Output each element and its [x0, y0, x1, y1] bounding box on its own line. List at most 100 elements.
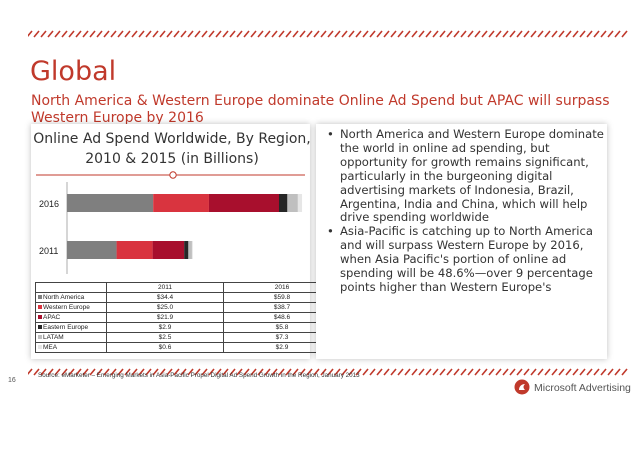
- legend-swatch: [38, 335, 42, 340]
- hatch-stroke: [131, 368, 138, 376]
- hatch-stroke: [61, 368, 68, 376]
- table-cell: $2.9: [106, 322, 224, 333]
- legend-label: LATAM: [43, 334, 64, 341]
- hatch-stroke: [516, 30, 523, 38]
- bar-segment: [67, 241, 117, 259]
- hatch-stroke: [124, 368, 131, 376]
- hatch-stroke: [264, 30, 271, 38]
- hatch-stroke: [355, 30, 362, 38]
- hatch-stroke: [229, 368, 236, 376]
- hatch-stroke: [376, 368, 383, 376]
- hatch-stroke: [537, 30, 544, 38]
- hatch-stroke: [397, 30, 404, 38]
- hatch-stroke: [292, 30, 299, 38]
- table-row: Eastern Europe $2.9 $5.8: [35, 322, 341, 333]
- legend-label: Western Europe: [43, 304, 90, 311]
- hatch-stroke: [138, 30, 145, 38]
- table-row: MEA $0.6 $2.9: [35, 342, 341, 353]
- table-column-header: 2011: [106, 282, 224, 293]
- hatch-stroke: [96, 30, 103, 38]
- page-number: 16: [8, 377, 16, 384]
- table-row: LATAM $2.5 $7.3: [35, 332, 341, 343]
- table-row-label: LATAM: [35, 332, 107, 343]
- hatch-stroke: [68, 30, 75, 38]
- hatch-stroke: [236, 30, 243, 38]
- hatch-stroke: [369, 368, 376, 376]
- table-cell: $34.4: [106, 292, 224, 303]
- hatch-stroke: [89, 30, 96, 38]
- hatch-stroke: [159, 368, 166, 376]
- hatch-stroke: [446, 368, 453, 376]
- hatch-stroke: [586, 368, 593, 376]
- hatch-stroke: [502, 30, 509, 38]
- hatch-stroke: [341, 30, 348, 38]
- hatch-stroke: [355, 368, 362, 376]
- microsoft-advertising-logo: Microsoft Advertising: [514, 379, 632, 397]
- bar-segment: [297, 194, 303, 212]
- hatch-stroke: [68, 368, 75, 376]
- hatch-stroke: [152, 368, 159, 376]
- hatch-stroke: [418, 368, 425, 376]
- hatch-stroke: [551, 368, 558, 376]
- hatch-stroke: [383, 30, 390, 38]
- hatch-stroke: [299, 368, 306, 376]
- bar-segment: [116, 241, 153, 259]
- hatch-stroke: [607, 368, 614, 376]
- hatch-stroke: [54, 30, 61, 38]
- hatch-stroke: [313, 30, 320, 38]
- bullet-list: North America and Western Europe dominat…: [326, 127, 606, 295]
- hatch-stroke: [558, 368, 565, 376]
- hatch-stroke: [166, 30, 173, 38]
- table-header-row: 2011 2016: [35, 282, 341, 293]
- hatch-stroke: [579, 368, 586, 376]
- table-row-label: Eastern Europe: [35, 322, 107, 333]
- hatch-stroke: [96, 368, 103, 376]
- hatch-stroke: [194, 368, 201, 376]
- hatch-stroke: [579, 30, 586, 38]
- hatch-stroke: [467, 368, 474, 376]
- hatch-stroke: [593, 368, 600, 376]
- hatch-stroke: [187, 30, 194, 38]
- hatch-stroke: [334, 368, 341, 376]
- hatch-stroke: [516, 368, 523, 376]
- table-row-label: Western Europe: [35, 302, 107, 313]
- slide-subtitle: North America & Western Europe dominate …: [31, 93, 610, 126]
- hatch-stroke: [586, 30, 593, 38]
- hatch-stroke: [173, 30, 180, 38]
- hatch-stroke: [201, 368, 208, 376]
- hatch-stroke: [460, 30, 467, 38]
- table-row-label: APAC: [35, 312, 107, 323]
- hatch-stroke: [292, 368, 299, 376]
- hatch-stroke: [481, 30, 488, 38]
- hatch-stroke: [383, 368, 390, 376]
- hatch-stroke: [166, 368, 173, 376]
- hatch-stroke: [404, 368, 411, 376]
- table-cell: $25.0: [106, 302, 224, 313]
- hatch-stroke: [320, 30, 327, 38]
- table-row: North America $34.4 $59.8: [35, 292, 341, 303]
- hatch-stroke: [502, 368, 509, 376]
- hatch-stroke: [488, 30, 495, 38]
- hatch-stroke: [544, 368, 551, 376]
- hatch-stroke: [537, 368, 544, 376]
- hatch-stroke: [327, 30, 334, 38]
- hatch-stroke: [257, 368, 264, 376]
- hatch-stroke: [145, 368, 152, 376]
- hatch-stroke: [208, 368, 215, 376]
- hatch-stroke: [117, 30, 124, 38]
- hatch-stroke: [572, 368, 579, 376]
- hatch-stroke: [187, 368, 194, 376]
- hatch-stroke: [460, 368, 467, 376]
- hatch-stroke: [348, 30, 355, 38]
- hatch-stroke: [621, 368, 628, 376]
- hatch-stroke: [474, 368, 481, 376]
- hatch-stroke: [411, 30, 418, 38]
- hatch-stroke: [61, 30, 68, 38]
- hatch-stroke: [117, 368, 124, 376]
- hatch-stroke: [614, 30, 621, 38]
- hatch-stroke: [558, 30, 565, 38]
- legend-label: North America: [43, 294, 85, 301]
- hatch-stroke: [453, 368, 460, 376]
- hatch-stroke: [243, 368, 250, 376]
- hatch-stroke: [159, 30, 166, 38]
